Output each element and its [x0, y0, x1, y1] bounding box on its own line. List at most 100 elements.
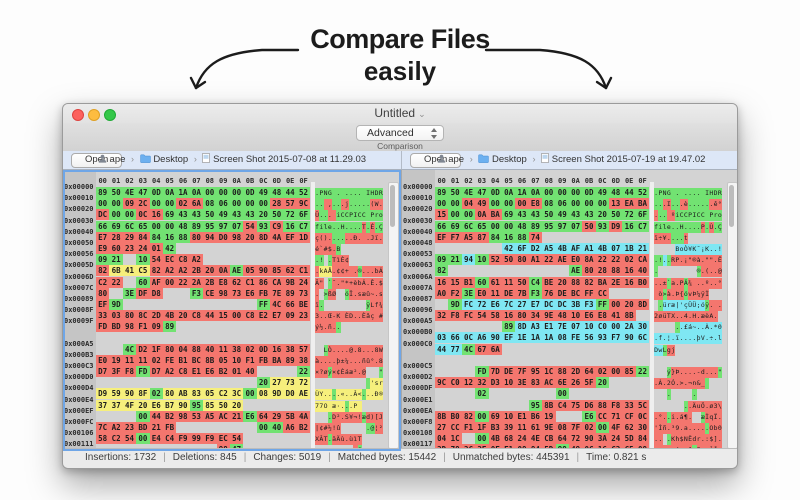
- hex-byte-cell[interactable]: 5D: [622, 433, 636, 445]
- ascii-char-cell[interactable]: .: [666, 411, 671, 423]
- hex-byte-cell[interactable]: 02: [149, 388, 163, 400]
- hex-byte-cell[interactable]: 15: [448, 276, 462, 288]
- hex-byte-cell[interactable]: 38: [296, 354, 311, 366]
- ascii-char-cell[interactable]: ñ: [327, 322, 332, 334]
- hex-byte-cell[interactable]: 04: [435, 433, 449, 445]
- ascii-char-cell[interactable]: .: [366, 199, 371, 211]
- hex-byte-cell[interactable]: 00: [243, 388, 257, 400]
- hex-byte-cell[interactable]: 72: [475, 298, 489, 310]
- hex-byte-cell[interactable]: 95: [203, 220, 217, 232]
- hex-byte-cell[interactable]: 90: [256, 265, 271, 277]
- hex-byte-cell[interactable]: 50: [515, 276, 529, 288]
- hex-byte-cell[interactable]: BD: [109, 321, 123, 333]
- ascii-char-cell[interactable]: ¢: [340, 266, 345, 278]
- hex-byte-cell[interactable]: 9C: [296, 198, 311, 210]
- hex-byte-cell[interactable]: 67: [475, 343, 489, 355]
- hex-byte-cell[interactable]: 16: [501, 310, 516, 322]
- ascii-char-cell[interactable]: r: [713, 210, 718, 222]
- hex-byte-cell[interactable]: D9: [609, 220, 623, 232]
- hex-byte-cell[interactable]: CA: [270, 276, 284, 288]
- hex-byte-cell[interactable]: E0: [96, 354, 110, 366]
- ascii-char-cell[interactable]: Þ: [692, 288, 697, 300]
- hex-byte-cell[interactable]: 32: [435, 310, 449, 322]
- hex-byte-cell[interactable]: 54: [122, 433, 137, 445]
- hex-byte-cell[interactable]: 8D: [515, 321, 529, 333]
- hex-byte-cell[interactable]: 1A: [542, 332, 556, 344]
- hex-byte-cell[interactable]: 00: [162, 276, 177, 288]
- ascii-char-cell[interactable]: 0: [717, 422, 722, 434]
- hex-byte-cell[interactable]: 4F: [609, 421, 623, 433]
- ascii-char-cell[interactable]: ÷: [709, 333, 714, 345]
- hex-byte-cell[interactable]: 22: [542, 254, 556, 266]
- hex-byte-cell[interactable]: B2: [162, 410, 177, 422]
- ascii-char-cell[interactable]: ì: [336, 255, 341, 267]
- ascii-char-cell[interactable]: ": [705, 255, 710, 267]
- hex-byte-cell[interactable]: AF: [568, 242, 583, 254]
- ascii-char-cell[interactable]: ·: [336, 400, 341, 412]
- ascii-char-cell[interactable]: .: [378, 232, 383, 244]
- ascii-char-cell[interactable]: ×: [315, 367, 320, 378]
- hex-byte-cell[interactable]: 42: [162, 242, 177, 254]
- ascii-char-cell[interactable]: .: [654, 434, 659, 446]
- hex-byte-cell[interactable]: 89: [528, 220, 543, 232]
- ascii-char-cell[interactable]: &: [696, 378, 701, 390]
- ascii-char-cell[interactable]: [340, 311, 345, 323]
- hex-byte-cell[interactable]: 7C: [501, 298, 516, 310]
- hex-byte-cell[interactable]: AC: [542, 377, 556, 389]
- ascii-char-cell[interactable]: J: [378, 411, 383, 423]
- hex-byte-cell[interactable]: A1: [528, 254, 543, 266]
- ascii-char-cell[interactable]: à: [696, 255, 701, 267]
- ascii-char-cell[interactable]: N: [323, 188, 328, 199]
- hex-byte-cell[interactable]: 1A: [176, 187, 190, 198]
- hex-byte-cell[interactable]: 00: [555, 187, 569, 198]
- ascii-char-cell[interactable]: b: [713, 422, 718, 434]
- hex-byte-cell[interactable]: 2A: [622, 321, 636, 333]
- ascii-char-cell[interactable]: ¯: [696, 243, 701, 255]
- ascii-char-cell[interactable]: .: [675, 199, 680, 211]
- ascii-char-cell[interactable]: ¢: [336, 266, 341, 278]
- hex-byte-cell[interactable]: E6: [488, 298, 502, 310]
- ascii-char-cell[interactable]: .: [357, 311, 362, 323]
- hex-byte-cell[interactable]: 00: [595, 421, 610, 433]
- ascii-char-cell[interactable]: }: [671, 367, 676, 378]
- hex-byte-cell[interactable]: 94: [203, 231, 217, 243]
- ascii-char-cell[interactable]: .: [666, 255, 671, 267]
- hex-byte-cell[interactable]: 11: [501, 276, 516, 288]
- hex-byte-cell[interactable]: A5: [203, 410, 217, 422]
- hex-byte-cell[interactable]: 20: [555, 276, 569, 288]
- hex-byte-cell[interactable]: 16: [622, 220, 636, 232]
- ascii-char-cell[interactable]: .: [336, 389, 341, 401]
- hex-byte-cell[interactable]: 84: [488, 231, 502, 243]
- open-button-right[interactable]: Open: [410, 153, 462, 168]
- hex-byte-cell[interactable]: 56: [582, 332, 596, 344]
- hex-byte-cell[interactable]: 06: [555, 198, 569, 210]
- hex-byte-cell[interactable]: 84: [136, 231, 150, 243]
- hex-byte-cell[interactable]: 6E: [555, 377, 569, 389]
- ascii-char-cell[interactable]: `: [319, 243, 324, 255]
- ascii-char-cell[interactable]: .: [349, 389, 354, 401]
- ascii-char-cell[interactable]: P: [658, 188, 663, 199]
- hex-byte-cell[interactable]: 9B: [283, 276, 297, 288]
- ascii-char-cell[interactable]: l: [662, 221, 667, 233]
- ascii-char-cell[interactable]: ø: [658, 311, 663, 323]
- ascii-char-cell[interactable]: ò: [658, 288, 663, 300]
- hex-byte-cell[interactable]: C8: [176, 366, 190, 377]
- hex-byte-cell[interactable]: 64: [256, 410, 271, 422]
- hex-byte-cell[interactable]: A0: [435, 287, 449, 299]
- ascii-char-cell[interactable]: .: [675, 188, 680, 199]
- ascii-char-cell[interactable]: .: [361, 344, 366, 356]
- hex-byte-cell[interactable]: 2A: [189, 276, 204, 288]
- hex-byte-cell[interactable]: EC: [162, 254, 177, 266]
- hex-byte-cell[interactable]: 47: [475, 187, 489, 198]
- hex-byte-cell[interactable]: 86: [256, 276, 271, 288]
- ascii-char-cell[interactable]: #: [323, 422, 328, 434]
- ascii-char-cell[interactable]: `: [327, 277, 332, 289]
- hex-byte-cell[interactable]: 2E: [609, 276, 623, 288]
- hex-byte-cell[interactable]: F8: [448, 310, 462, 322]
- hex-byte-cell[interactable]: 61: [528, 421, 543, 433]
- hex-byte-cell[interactable]: EF: [96, 298, 110, 310]
- hex-byte-cell[interactable]: 29: [270, 410, 284, 422]
- ascii-char-cell[interactable]: e: [666, 221, 671, 233]
- ascii-char-cell[interactable]: é: [315, 243, 320, 255]
- stepper-arrows-icon[interactable]: [429, 128, 440, 139]
